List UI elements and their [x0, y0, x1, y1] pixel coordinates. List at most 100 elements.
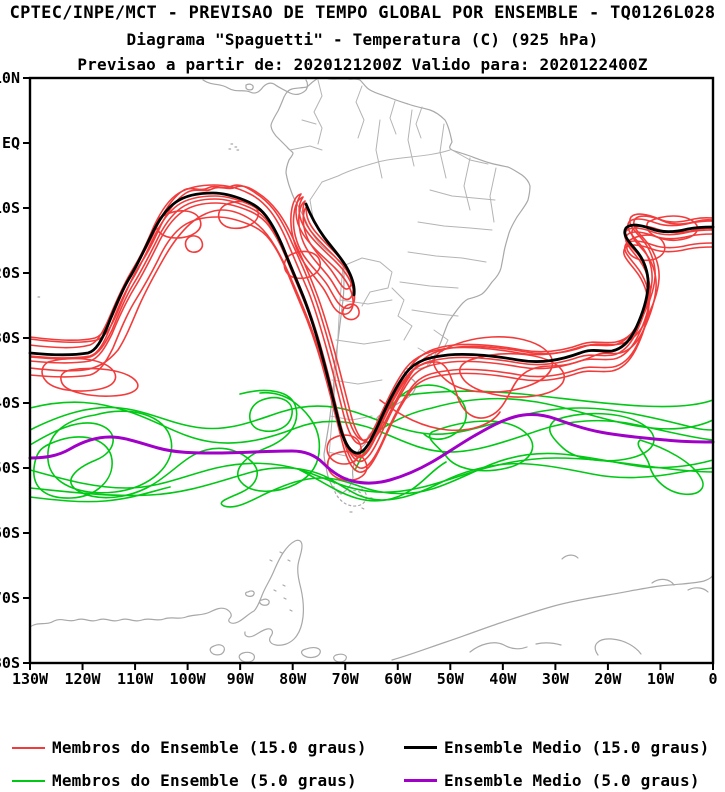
antarctica-coast [469, 642, 528, 653]
member-5c [637, 439, 704, 496]
country-borders [309, 181, 323, 219]
member-5c [379, 397, 714, 431]
x-tick-label: 50W [437, 670, 465, 688]
legend-item-mean-5: Ensemble Medio (5.0 graus) [404, 771, 700, 790]
member-15c [29, 184, 714, 445]
coastline [37, 143, 240, 298]
country-borders [389, 100, 397, 135]
antarctica-coast [535, 642, 562, 646]
member-15c [29, 209, 714, 469]
legend-label: Ensemble Medio (5.0 graus) [444, 771, 700, 790]
member-15c [290, 193, 354, 315]
map-plot: 130W 120W 110W 100W 90W 80W 70W 60W 50W 40W 30W 20W… [0, 69, 718, 688]
member-15c [155, 210, 202, 239]
antarctica-coast [238, 651, 255, 663]
x-tick-label: 120W [64, 670, 101, 688]
member-15c [342, 303, 360, 321]
x-tick-label: 30W [542, 670, 570, 688]
country-borders [313, 79, 323, 145]
country-borders [391, 287, 413, 341]
antarctica-coast [391, 574, 714, 661]
country-borders [375, 109, 497, 223]
member-15c [646, 215, 699, 242]
legend-item-members-15: Membros do Ensemble (15.0 graus) [12, 738, 367, 757]
y-tick-label: 10S [0, 199, 20, 217]
member-5c [428, 420, 534, 472]
x-tick-label: 130W [12, 670, 49, 688]
x-tick-label: 60W [384, 670, 412, 688]
legend-line-mean-15-icon [404, 746, 437, 749]
legend-label: Ensemble Medio (15.0 graus) [444, 738, 710, 757]
y-tick-label: 30S [0, 329, 20, 347]
y-tick-label: 10N [0, 69, 20, 87]
x-tick-label: 70W [332, 670, 360, 688]
mean-15c [304, 202, 356, 297]
legend-label: Membros do Ensemble (15.0 graus) [52, 738, 367, 757]
y-tick-label: 40S [0, 394, 20, 412]
member-5c [354, 384, 467, 471]
country-borders [321, 149, 451, 183]
member-15c [29, 216, 714, 473]
country-borders [399, 149, 496, 317]
coastline [245, 83, 254, 91]
member-5c [237, 389, 321, 493]
country-borders [415, 106, 423, 139]
y-tick-label: 70S [0, 589, 20, 607]
member-15c [29, 184, 714, 441]
y-tick-label: 60S [0, 524, 20, 542]
member-5c [548, 412, 655, 462]
member-5c [29, 462, 714, 501]
x-tick-label: 110W [117, 670, 154, 688]
legend-label: Membros do Ensemble (5.0 graus) [52, 771, 357, 790]
antarctica-coast [561, 554, 579, 560]
member-15c [433, 336, 554, 394]
member-15c [302, 205, 352, 290]
title-line-1: CPTEC/INPE/MCT - PREVISAO DE TEMPO GLOBA… [9, 3, 716, 23]
member-15c [60, 367, 139, 397]
y-tick-label: 50S [0, 459, 20, 477]
antarctica-coast [594, 638, 642, 656]
antarctica-coast [651, 578, 709, 593]
member-15c [29, 185, 714, 443]
mean-5c [28, 413, 715, 485]
country-borders [342, 257, 393, 307]
antarctica-coast [245, 590, 255, 597]
member-15c [626, 234, 666, 262]
country-borders [289, 119, 323, 151]
x-tick-label: 80W [279, 670, 307, 688]
x-tick-label: 0 [708, 670, 717, 688]
coastline [202, 79, 309, 96]
legend-item-members-5: Membros do Ensemble (5.0 graus) [12, 771, 357, 790]
member-5c [29, 405, 714, 435]
x-tick-label: 90W [227, 670, 255, 688]
mean-15c [28, 191, 715, 455]
antarctica-coast [300, 647, 321, 659]
member-15c [41, 357, 117, 392]
y-tick-label: 20S [0, 264, 20, 282]
member-15c [458, 352, 565, 398]
coastline [270, 86, 345, 495]
legend-line-members-15-icon [12, 746, 45, 749]
member-5c [29, 422, 714, 508]
member-5c [29, 486, 171, 503]
title-line-3: Previsao a partir de: 2020121200Z Valido… [77, 55, 648, 74]
country-borders [327, 299, 393, 457]
x-tick-label: 10W [647, 670, 675, 688]
y-tick-label: EQ [2, 134, 20, 152]
member-5c [248, 396, 293, 432]
member-5c [299, 461, 447, 502]
country-borders [355, 85, 365, 139]
title-line-2: Diagrama "Spaguetti" - Temperatura (C) (… [126, 30, 599, 49]
antarctica-coast [333, 653, 347, 663]
legend-line-mean-5-icon [404, 779, 437, 782]
legend-item-mean-15: Ensemble Medio (15.0 graus) [404, 738, 710, 757]
x-tick-label: 40W [489, 670, 517, 688]
x-tick-label: 20W [594, 670, 622, 688]
antarctica-coast [29, 539, 304, 646]
member-15c [29, 202, 714, 463]
antarctica-coast [259, 598, 270, 606]
member-15c [379, 399, 501, 432]
antarctica-coast [269, 551, 293, 612]
y-tick-label: 80S [0, 654, 20, 672]
